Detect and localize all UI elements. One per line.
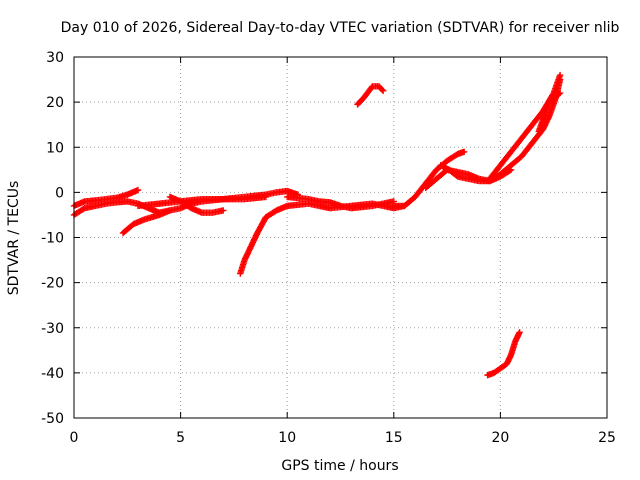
x-tick-label: 15 xyxy=(385,430,403,446)
series-arc-1 xyxy=(70,186,142,210)
y-tick-label: 0 xyxy=(55,185,64,201)
data-point xyxy=(80,205,87,213)
x-tick-label: 10 xyxy=(278,430,296,446)
series-arc-7 xyxy=(284,193,397,212)
data-point xyxy=(516,329,523,336)
data-point xyxy=(262,193,270,201)
x-tick-label: 0 xyxy=(70,430,79,446)
data-point xyxy=(134,186,142,194)
y-tick-label: 10 xyxy=(46,140,64,156)
chart-title: Day 010 of 2026, Sidereal Day-to-day VTE… xyxy=(61,20,620,36)
data-point xyxy=(556,89,564,97)
plot-frame xyxy=(73,56,608,419)
data-point xyxy=(379,87,387,95)
x-tick-label: 20 xyxy=(491,430,509,446)
y-ticks: -50 -40 -30 -20 -10 0 10 20 30 xyxy=(41,50,607,427)
grid-lines xyxy=(74,57,607,418)
y-tick-label: -40 xyxy=(41,366,64,382)
data-point xyxy=(460,148,468,155)
x-axis-label: GPS time / hours xyxy=(281,458,398,474)
series-arc-8 xyxy=(354,83,387,108)
series-arc-9 xyxy=(390,148,468,210)
series-arc-12 xyxy=(486,71,564,183)
series-arc-14 xyxy=(484,329,523,379)
data-point xyxy=(378,86,386,93)
y-tick-label: -50 xyxy=(41,411,64,427)
data-point xyxy=(555,90,563,98)
x-tick-label: 5 xyxy=(176,430,185,446)
data-point xyxy=(220,207,227,214)
y-tick-label: 20 xyxy=(46,95,64,111)
series-arc-6 xyxy=(237,200,408,277)
y-axis-label: SDTVAR / TECUs xyxy=(6,181,22,296)
y-tick-label: -20 xyxy=(41,276,64,292)
data-point xyxy=(556,71,564,79)
y-tick-label: -30 xyxy=(41,321,64,337)
series-arc-13 xyxy=(535,89,564,135)
x-tick-label: 25 xyxy=(598,430,616,446)
y-tick-label: -10 xyxy=(41,231,64,247)
x-ticks: 0 5 10 15 20 25 xyxy=(70,57,616,446)
series-arc-5 xyxy=(134,193,270,210)
data-points xyxy=(70,71,564,379)
y-tick-label: 30 xyxy=(46,50,64,66)
